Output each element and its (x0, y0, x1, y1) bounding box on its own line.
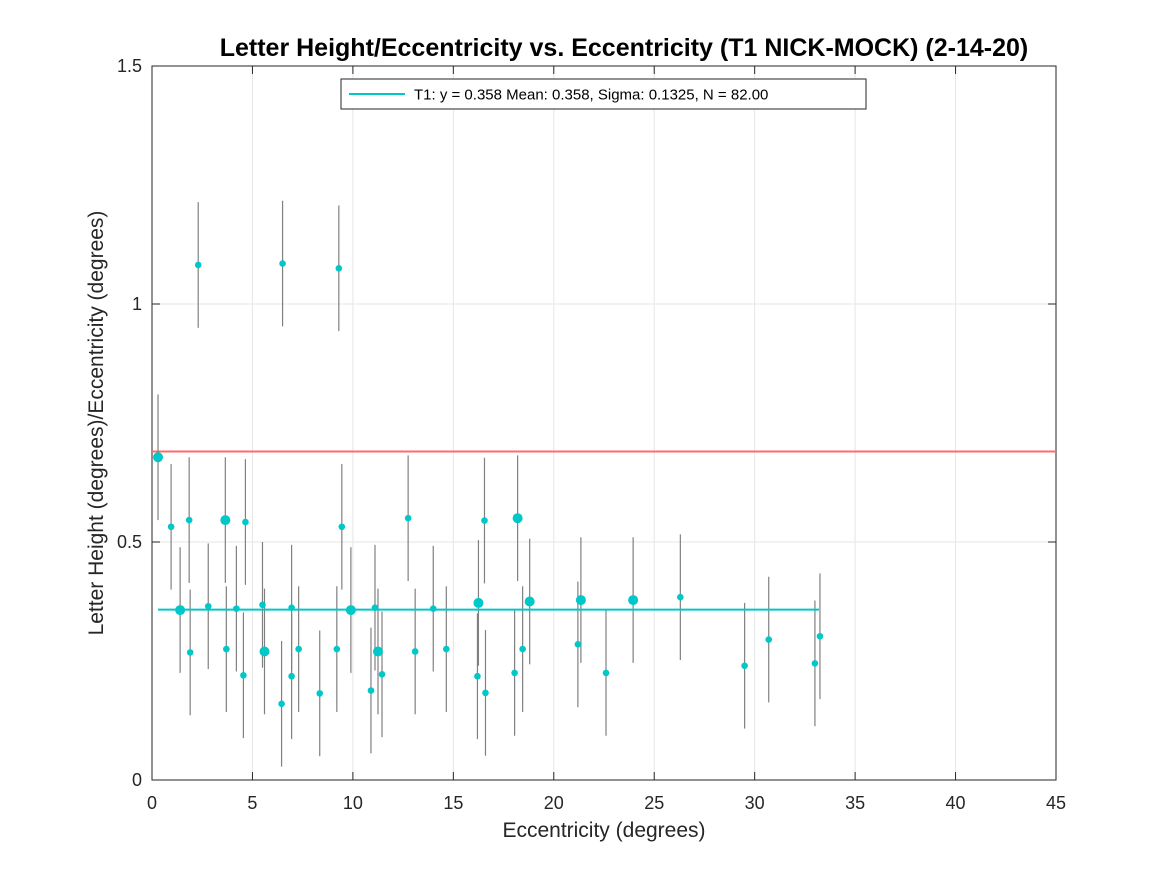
y-tick-label: 1.5 (117, 56, 142, 76)
data-point (279, 260, 286, 267)
data-point (677, 593, 684, 601)
plot-area (151, 65, 1057, 781)
y-tick-label: 0.5 (117, 532, 142, 552)
y-axis-label: Letter Height (degrees)/Eccentricity (de… (85, 211, 108, 636)
data-point (333, 645, 341, 653)
x-tick-label: 35 (845, 793, 865, 813)
data-point (204, 602, 212, 610)
data-point (338, 523, 346, 531)
x-tick-label: 30 (745, 793, 765, 813)
data-point (481, 517, 488, 524)
data-point (378, 671, 386, 678)
data-point (278, 700, 285, 708)
data-point (259, 646, 270, 657)
data-point (811, 660, 819, 667)
grid (152, 66, 1056, 780)
data-point (575, 595, 586, 606)
data-point (153, 452, 164, 463)
data-point (242, 518, 249, 526)
data-point (185, 516, 193, 524)
data-point (474, 672, 481, 680)
data-point (429, 605, 437, 612)
data-point (524, 596, 535, 607)
data-point (335, 265, 343, 272)
data-point (186, 649, 194, 656)
data-point (167, 523, 175, 531)
data-point (175, 605, 186, 616)
data-point (240, 671, 247, 679)
data-point (404, 514, 412, 522)
legend-entry-t1: T1: y = 0.358 Mean: 0.358, Sigma: 0.1325… (414, 87, 768, 104)
data-point (473, 597, 484, 608)
data-point (220, 515, 231, 526)
x-tick-label: 25 (644, 793, 664, 813)
legend-box (340, 78, 867, 110)
x-tick-label: 15 (443, 793, 463, 813)
chart-title: Letter Height/Eccentricity vs. Eccentric… (220, 34, 1029, 62)
data-point (482, 689, 489, 697)
y-tick-label: 1 (132, 294, 142, 314)
x-tick-label: 20 (544, 793, 564, 813)
data-point (816, 632, 824, 640)
x-tick-label: 5 (247, 793, 257, 813)
data-point (371, 604, 379, 611)
data-point (373, 646, 383, 657)
data-point (411, 648, 419, 655)
data-point (741, 662, 748, 670)
legend: T1: y = 0.358 Mean: 0.358, Sigma: 0.1325… (340, 78, 867, 110)
data-point (345, 605, 356, 616)
data-point (316, 690, 324, 697)
data-point (367, 687, 375, 694)
x-axis-label: Eccentricity (degrees) (502, 819, 705, 842)
data-point (512, 513, 523, 524)
data-points (153, 260, 824, 708)
data-point (602, 669, 610, 677)
data-point (194, 261, 202, 269)
axis-ticks: 0 5 10 15 20 25 30 35 40 45 0 0.5 1 1.5 (117, 56, 1066, 813)
data-point (233, 605, 240, 612)
data-point (628, 595, 639, 606)
data-point (765, 636, 773, 643)
data-point (574, 641, 582, 648)
data-point (511, 669, 518, 677)
data-point (288, 604, 295, 611)
x-tick-label: 0 (147, 793, 157, 813)
data-point (223, 645, 230, 653)
y-tick-label: 0 (132, 770, 142, 790)
data-point (295, 645, 302, 653)
data-point (443, 645, 450, 653)
data-point (288, 672, 295, 680)
x-tick-label: 10 (343, 793, 363, 813)
data-point (519, 645, 526, 653)
x-tick-label: 40 (946, 793, 966, 813)
x-tick-label: 45 (1046, 793, 1066, 813)
data-point (259, 601, 266, 609)
